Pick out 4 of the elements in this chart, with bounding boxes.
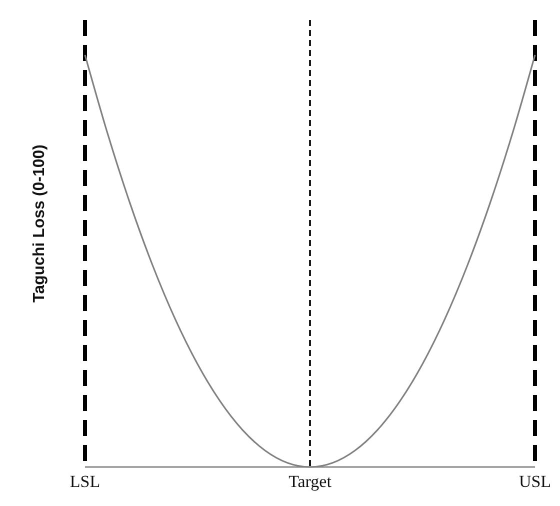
x-tick-label: Target	[288, 472, 332, 492]
y-axis-title: Taguchi Loss (0-100)	[31, 144, 48, 302]
x-tick-label: LSL	[70, 472, 100, 492]
x-tick-label: USL	[518, 472, 552, 492]
